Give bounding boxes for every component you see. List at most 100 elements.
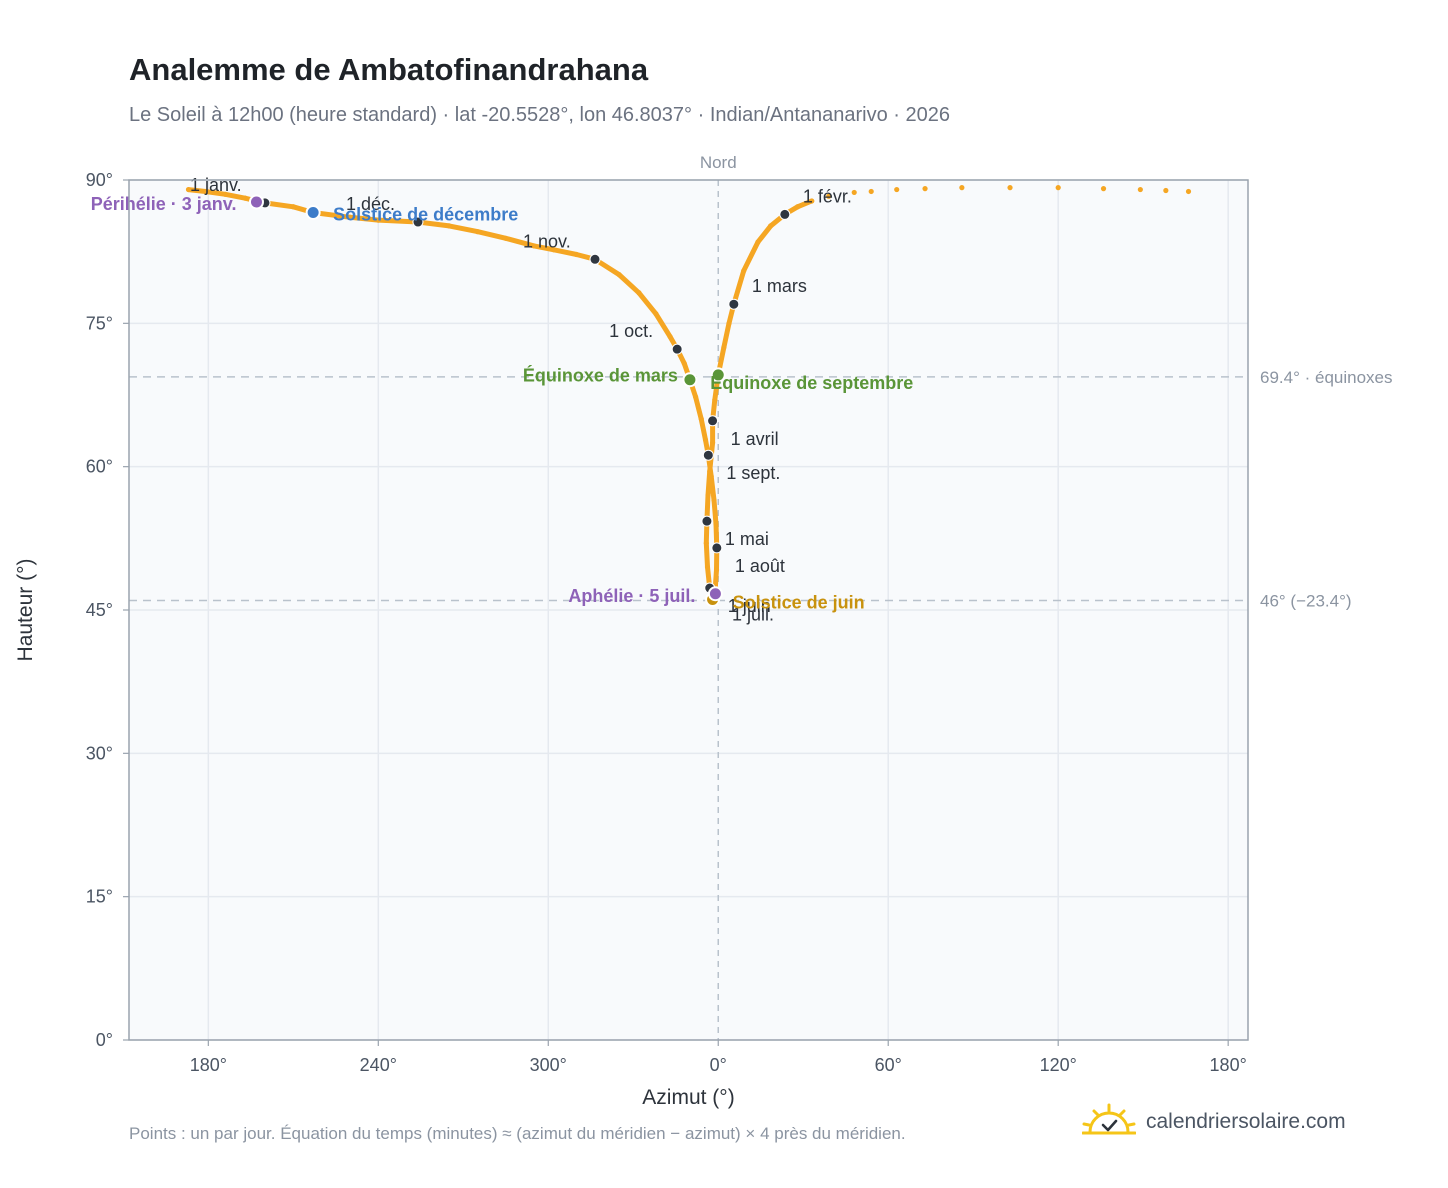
axis-ticks: 180° 240° 300° 0° 60° 120° 180° 0° 15° 30° 45° 60° 7…	[86, 170, 1247, 1075]
day-point	[713, 521, 719, 527]
month-label: 1 nov.	[523, 231, 571, 251]
day-point	[702, 437, 709, 443]
day-point	[692, 394, 699, 400]
day-point	[755, 239, 761, 245]
day-point	[826, 193, 832, 199]
month-point	[671, 343, 683, 355]
reference-line-label: 46° (−23.4°)	[1260, 591, 1352, 610]
day-point	[551, 247, 557, 253]
month-point	[702, 449, 714, 461]
north-label: Nord	[700, 153, 737, 172]
day-point	[1055, 185, 1061, 191]
day-point	[222, 191, 228, 197]
reference-lines: Nord 69.4° · équinoxes 46° (−23.4°)	[129, 153, 1393, 1040]
day-point	[1007, 185, 1013, 191]
y-tick-label: 30°	[86, 743, 113, 763]
day-point	[531, 243, 537, 249]
x-tick-label: 300°	[530, 1055, 567, 1075]
month-point	[412, 216, 424, 228]
day-point	[705, 492, 711, 498]
day-point	[667, 334, 673, 340]
event-label: Solstice de juin	[733, 592, 865, 612]
month-label: 1 août	[735, 556, 785, 576]
event-point	[707, 586, 723, 602]
month-point	[701, 515, 713, 527]
day-point	[1100, 186, 1107, 192]
month-point	[711, 542, 723, 554]
day-point	[574, 251, 580, 258]
brand-name[interactable]: calendriersolaire.com	[1146, 1110, 1346, 1133]
x-tick-label: 240°	[360, 1055, 397, 1075]
day-point	[703, 540, 709, 546]
x-tick-label: 120°	[1040, 1055, 1077, 1075]
month-label: 1 avril	[731, 429, 779, 449]
day-point	[894, 186, 900, 193]
month-label: 1 déc.	[346, 194, 395, 214]
day-point	[809, 198, 815, 204]
x-tick-label: 0°	[710, 1055, 727, 1075]
event-label: Périhélie · 3 janv.	[91, 194, 237, 214]
x-tick-label: 180°	[190, 1055, 227, 1075]
day-point	[726, 320, 732, 326]
day-point	[707, 468, 713, 475]
y-tick-label: 15°	[86, 887, 113, 907]
day-point	[1137, 186, 1143, 193]
day-point	[709, 440, 716, 446]
day-point	[794, 204, 801, 210]
y-tick-label: 75°	[86, 313, 113, 333]
day-point	[636, 290, 642, 296]
day-point	[1185, 188, 1192, 195]
month-label: 1 janv.	[190, 175, 242, 195]
day-point	[681, 360, 687, 367]
event-label: Solstice de décembre	[333, 204, 518, 224]
y-tick-label: 45°	[86, 600, 113, 620]
day-point	[653, 311, 659, 317]
event-label: Équinoxe de mars	[523, 365, 678, 386]
day-point	[202, 188, 209, 195]
day-point	[290, 204, 296, 210]
day-point	[713, 567, 720, 573]
month-label: 1 mars	[752, 276, 807, 296]
day-point	[712, 397, 718, 403]
day-point	[446, 223, 452, 229]
event-point	[248, 194, 264, 210]
day-point	[959, 185, 965, 191]
month-label: 1 juil.	[732, 605, 774, 625]
event-label: Aphélie · 5 juil.	[568, 586, 695, 606]
x-tick-label: 180°	[1210, 1055, 1247, 1075]
reference-line-label: 69.4° · équinoxes	[1260, 368, 1393, 387]
chart-title: Analemme de Ambatofinandrahana	[129, 52, 649, 87]
x-axis-title: Azimut (°)	[642, 1086, 734, 1109]
sun-check-icon	[1081, 1102, 1137, 1143]
day-point	[922, 186, 928, 192]
event-markers: Périhélie · 3 janv. Solstice de décembre É…	[91, 194, 914, 613]
day-point	[768, 223, 774, 229]
day-point	[1163, 187, 1169, 194]
chart-subtitle: Le Soleil à 12h00 (heure standard) · lat…	[129, 104, 950, 126]
month-label: 1 oct.	[609, 321, 653, 341]
day-point	[185, 186, 192, 193]
day-point	[741, 268, 747, 274]
month-point	[728, 298, 740, 310]
day-point	[242, 195, 248, 201]
event-point	[682, 372, 698, 388]
brand[interactable]: calendriersolaire.com	[1081, 1100, 1346, 1144]
event-point	[305, 204, 321, 220]
month-point	[589, 253, 601, 265]
month-label: 1 mai	[725, 529, 769, 549]
day-point	[474, 229, 481, 235]
y-axis-title: Hauteur (°)	[14, 559, 37, 662]
month-label: 1 juin	[728, 596, 771, 616]
footnote: Points : un par jour. Équation du temps …	[129, 1124, 906, 1143]
day-point	[851, 189, 857, 196]
month-label: 1 sept.	[726, 463, 780, 483]
day-point	[698, 416, 704, 422]
month-point	[707, 415, 719, 427]
day-point	[704, 564, 711, 570]
event-point	[710, 367, 726, 383]
day-point	[503, 235, 509, 241]
y-tick-label: 90°	[86, 170, 113, 190]
day-point	[711, 497, 717, 503]
day-point	[347, 214, 353, 220]
